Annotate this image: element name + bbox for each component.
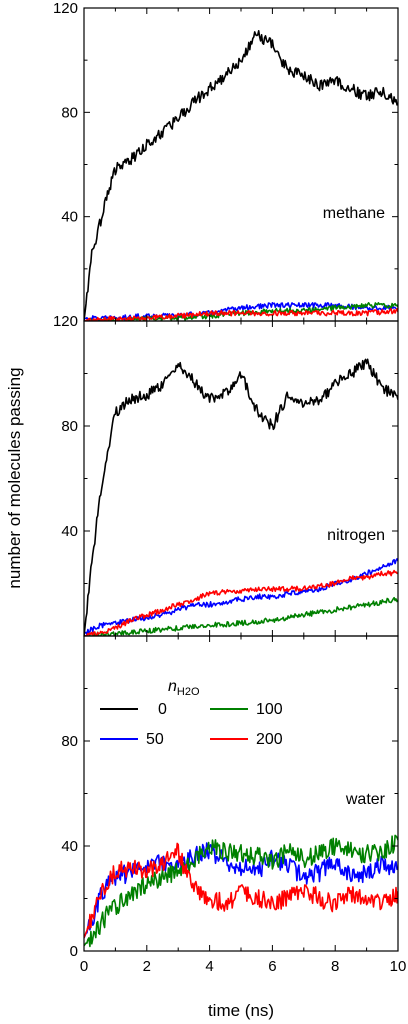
series-line-0 [84,29,398,321]
x-tick-label: 0 [80,958,88,975]
x-tick-label: 4 [205,958,213,975]
y-tick-label: 80 [61,733,78,750]
y-tick-label: 40 [61,209,78,226]
series-line-50 [84,301,398,321]
x-tick-label: 10 [390,958,407,975]
y-tick-label: 80 [61,104,78,121]
x-tick-label: 8 [331,958,339,975]
series-line-100 [84,596,398,636]
y-tick-label: 40 [61,838,78,855]
series-line-50 [84,842,398,939]
series-line-100 [84,834,398,948]
legend-label-0: 0 [158,701,167,718]
y-tick-label: 0 [70,943,78,960]
series-line-200 [84,307,398,321]
panels: 40 80 120 methane 40 80 120 nitrogen 0 40 80 0 2 4 6 8 1… [53,0,406,1020]
legend-title-main: n [168,678,177,695]
panel-label: methane [323,205,385,222]
series-group [84,834,398,948]
panel-label: nitrogen [327,527,385,544]
series-line-50 [84,558,398,636]
y-tick-label: 120 [53,313,78,330]
legend-label-50: 50 [146,731,164,748]
series-group [84,29,398,321]
y-axis-title: number of molecules passing [5,367,24,588]
x-tick-label: 2 [143,958,151,975]
series-line-200 [84,569,398,636]
legend-title-sub: H2O [177,686,200,698]
y-tick-label: 80 [61,418,78,435]
x-axis-title: time (ns) [208,1001,274,1020]
panel-methane: 40 80 120 methane [53,0,399,322]
panel-nitrogen: 40 80 120 nitrogen [53,313,399,637]
panel-label: water [345,791,386,808]
legend-label-100: 100 [256,701,283,718]
legend-title: nH2O [168,678,200,698]
x-tick-label: 6 [268,958,276,975]
plot-frame [83,320,399,637]
series-line-0 [84,358,398,636]
legend-label-200: 200 [256,731,283,748]
series-group [84,358,398,636]
y-tick-label: 40 [61,523,78,540]
series-line-200 [84,842,398,939]
y-tick-label: 120 [53,0,78,17]
